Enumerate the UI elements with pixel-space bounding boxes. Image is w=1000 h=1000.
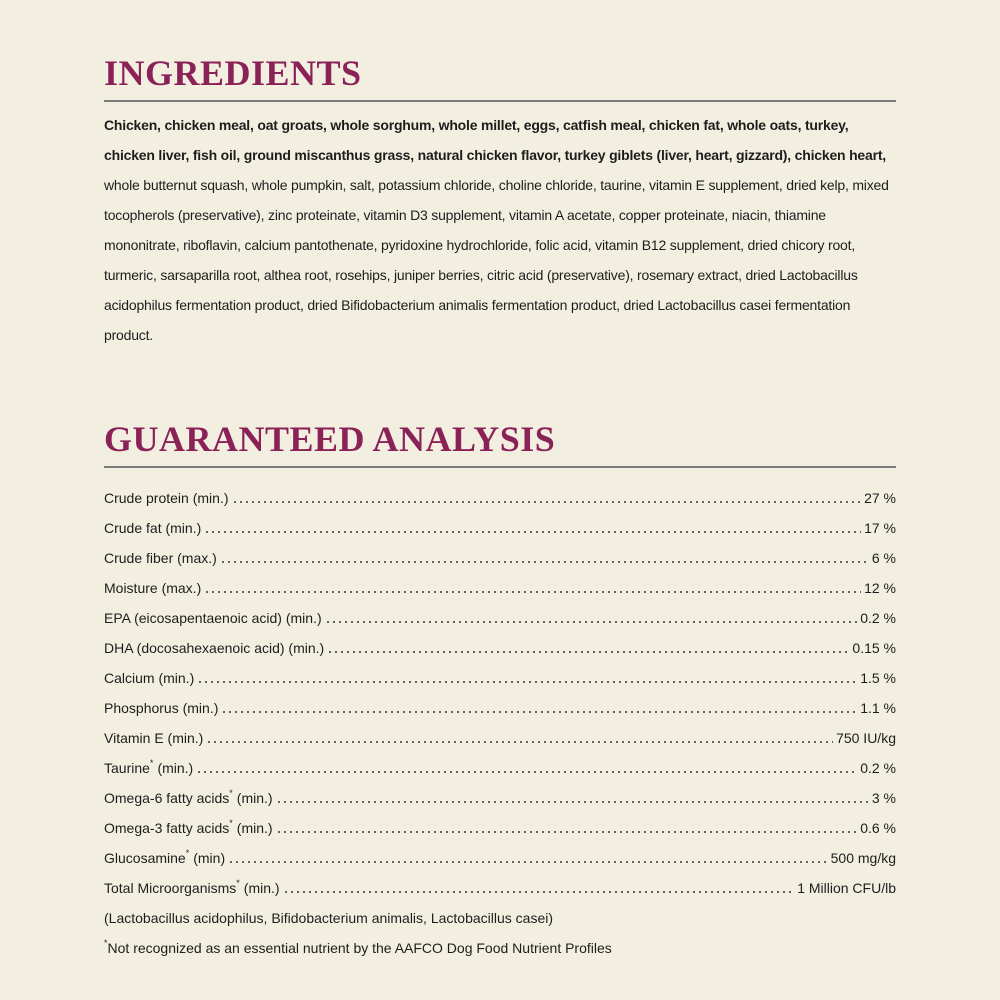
note-mark: * [236,878,240,888]
row-value: 1.1 % [860,700,896,716]
row-label-group: Total Microorganisms* (min.) [104,873,280,903]
row-value: 500 mg/kg [830,850,896,866]
row-label: Crude fat (min.) [104,520,202,536]
row-label: Phosphorus (min.) [104,700,219,716]
row-label: Taurine [104,760,150,776]
analysis-row: Taurine* (min.) 0.2 % [104,753,896,783]
row-label-group: Taurine* (min.) [104,753,193,783]
analysis-row: Omega-6 fatty acids* (min.) 3 % [104,783,896,813]
row-label: Omega-3 fatty acids [104,820,230,836]
row-value: 750 IU/kg [836,730,896,746]
ingredients-text: Chicken, chicken meal, oat groats, whole… [104,110,896,350]
row-label-group: Moisture (max.) [104,573,201,603]
row-value: 27 % [864,490,896,506]
row-qualifier: (min) [193,850,226,866]
analysis-row: Crude fiber (max.) 6 % [104,543,896,573]
analysis-row: Vitamin E (min.) 750 IU/kg [104,723,896,753]
row-value: 1 Million CFU/lb [797,880,896,896]
analysis-row: Glucosamine* (min) 500 mg/kg [104,843,896,873]
analysis-row: Omega-3 fatty acids* (min.) 0.6 % [104,813,896,843]
dot-leader [196,771,858,773]
row-label: Crude fiber (max.) [104,550,217,566]
row-label: Omega-6 fatty acids [104,790,230,806]
analysis-row: Moisture (max.) 12 % [104,573,896,603]
section-title: INGREDIENTS [104,52,896,102]
note-mark: * [149,758,154,768]
row-qualifier: (min.) [236,820,273,836]
row-label-group: Glucosamine* (min) [104,843,225,873]
dot-leader [197,681,858,683]
row-qualifier: (min.) [236,790,273,806]
row-value: 1.5 % [860,670,896,686]
analysis-row: Total Microorganisms* (min.) 1 Million CFU… [104,873,896,903]
row-value: 3 % [871,790,896,806]
sub-note: (Lactobacillus acidophilus, Bifidobacter… [104,910,553,926]
row-label-group: Omega-3 fatty acids* (min.) [104,813,273,843]
analysis-row: Calcium (min.) 1.5 % [104,663,896,693]
row-label: Calcium (min.) [104,670,195,686]
row-label: DHA (docosahexaenoic acid) (min.) [104,640,325,656]
dot-leader [206,741,834,743]
section-title: GUARANTEED ANALYSIS [104,418,896,468]
dot-leader [275,801,869,803]
row-label-group: Crude protein (min.) [104,483,229,513]
note-mark: * [229,788,233,798]
row-label-group: Calcium (min.) [104,663,194,693]
row-label-group: Crude fat (min.) [104,513,201,543]
dot-leader [228,861,828,863]
note-mark: * [229,818,233,828]
row-label-group: Omega-6 fatty acids* (min.) [104,783,273,813]
dot-leader [282,891,795,893]
analysis-row: DHA (docosahexaenoic acid) (min.) 0.15 % [104,633,896,663]
analysis-row: Phosphorus (min.) 1.1 % [104,693,896,723]
note-mark: * [185,848,190,858]
analysis-row: EPA (eicosapentaenoic acid) (min.) 0.2 % [104,603,896,633]
dot-leader [204,591,862,593]
dot-leader [275,831,858,833]
footnote: *Not recognized as an essential nutrient… [104,933,896,963]
dot-leader [219,561,869,563]
dot-leader [204,531,862,533]
dot-leader [324,621,858,623]
row-value: 0.2 % [860,610,896,626]
row-label-group: Vitamin E (min.) [104,723,203,753]
row-qualifier: (min.) [243,880,280,896]
analysis-row: Crude fat (min.) 17 % [104,513,896,543]
analysis-table: Crude protein (min.) 27 % Crude fat (min.)… [104,483,896,903]
row-label-group: Crude fiber (max.) [104,543,217,573]
dot-leader [221,711,858,713]
dot-leader [327,651,850,653]
analysis-row: Crude protein (min.) 27 % [104,483,896,513]
ingredients-regular: whole butternut squash, whole pumpkin, s… [104,177,889,343]
row-value: 12 % [864,580,896,596]
row-value: 0.15 % [852,640,896,656]
row-value: 17 % [864,520,896,536]
ingredients-bold: Chicken, chicken meal, oat groats, whole… [104,117,886,163]
row-label: Glucosamine [104,850,186,866]
footnote-text: Not recognized as an essential nutrient … [107,940,612,956]
row-label: Vitamin E (min.) [104,730,204,746]
row-label: EPA (eicosapentaenoic acid) (min.) [104,610,322,626]
footnote-mark: * [104,938,108,948]
row-value: 0.2 % [860,760,896,776]
row-value: 0.6 % [860,820,896,836]
ingredients-section: INGREDIENTS Chicken, chicken meal, oat g… [104,52,896,350]
row-label: Moisture (max.) [104,580,202,596]
row-label: Crude protein (min.) [104,490,229,506]
row-label-group: DHA (docosahexaenoic acid) (min.) [104,633,324,663]
row-label-group: EPA (eicosapentaenoic acid) (min.) [104,603,322,633]
analysis-section: GUARANTEED ANALYSIS Crude protein (min.)… [104,418,896,963]
row-label: Total Microorganisms [104,880,237,896]
row-label-group: Phosphorus (min.) [104,693,218,723]
dot-leader [231,501,862,503]
row-qualifier: (min.) [157,760,194,776]
row-value: 6 % [871,550,896,566]
